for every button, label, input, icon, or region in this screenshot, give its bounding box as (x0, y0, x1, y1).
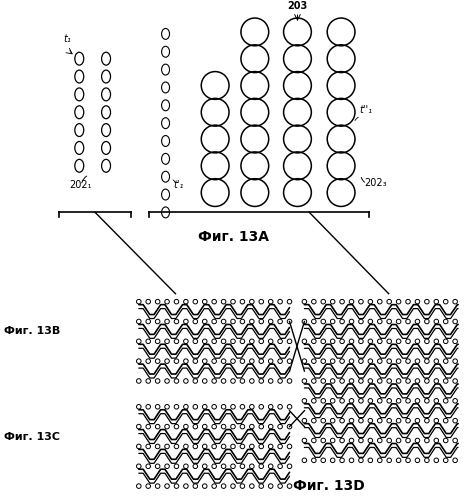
Text: t'₁: t'₁ (173, 180, 184, 190)
Text: Фиг. 13A: Фиг. 13A (198, 230, 268, 244)
Text: 202₃: 202₃ (364, 178, 386, 188)
Text: t₁: t₁ (63, 34, 71, 44)
Text: Фиг. 13B: Фиг. 13B (4, 326, 60, 336)
Text: 203: 203 (288, 1, 308, 11)
Text: t''₁: t''₁ (359, 105, 372, 115)
Text: Фиг. 13C: Фиг. 13C (4, 432, 60, 442)
Text: 202₁: 202₁ (69, 180, 92, 190)
Text: Фиг. 13D: Фиг. 13D (293, 479, 365, 493)
